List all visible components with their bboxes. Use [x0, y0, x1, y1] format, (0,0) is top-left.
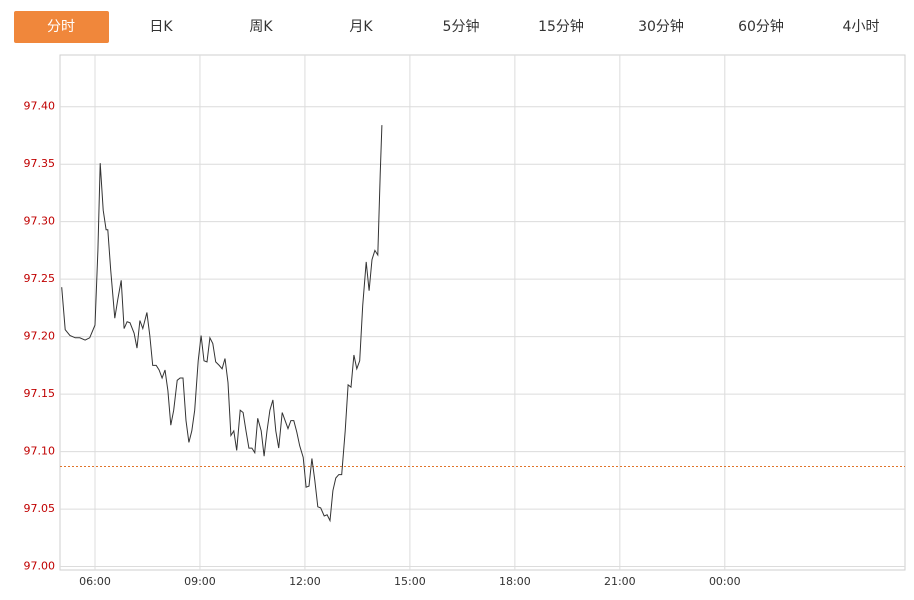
- tab[interactable]: 分时: [47, 19, 75, 35]
- x-tick-label: 18:00: [499, 575, 531, 588]
- x-tick-label: 09:00: [184, 575, 216, 588]
- x-tick-label: 12:00: [289, 575, 321, 588]
- plot-frame: [59, 54, 906, 571]
- tab-active-bg: [14, 11, 109, 43]
- x-tick-label: 06:00: [79, 575, 111, 588]
- tab[interactable]: 4小时: [843, 19, 880, 35]
- y-tick-label: 97.25: [24, 272, 56, 285]
- y-tick-label: 97.00: [24, 560, 56, 573]
- tab[interactable]: 30分钟: [638, 18, 684, 35]
- tab[interactable]: 60分钟: [738, 18, 784, 35]
- y-tick-label: 97.15: [24, 387, 56, 400]
- x-tick-label: 21:00: [604, 575, 636, 588]
- tab[interactable]: 月K: [349, 19, 373, 35]
- tab[interactable]: 周K: [249, 19, 273, 35]
- y-tick-label: 97.10: [24, 445, 56, 458]
- y-tick-label: 97.30: [24, 215, 56, 228]
- price-line: [61, 125, 383, 523]
- y-tick-label: 97.40: [24, 100, 56, 113]
- y-tick-label: 97.20: [24, 330, 56, 343]
- tab[interactable]: 5分钟: [443, 18, 480, 35]
- y-tick-label: 97.35: [24, 157, 56, 170]
- tab[interactable]: 15分钟: [538, 18, 584, 35]
- tab[interactable]: 日K: [149, 19, 173, 35]
- y-tick-label: 97.05: [24, 502, 56, 515]
- x-tick-label: 15:00: [394, 575, 426, 588]
- x-tick-label: 00:00: [709, 575, 741, 588]
